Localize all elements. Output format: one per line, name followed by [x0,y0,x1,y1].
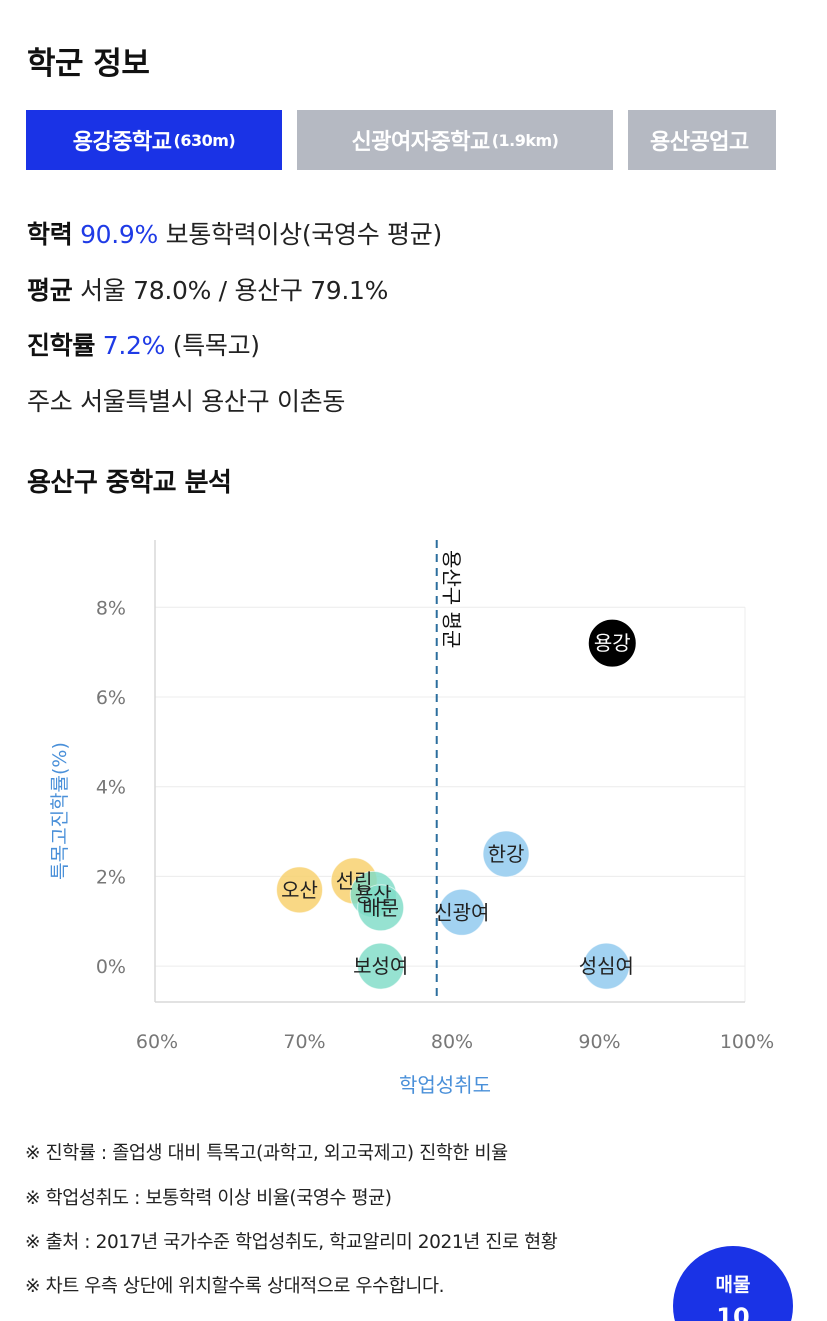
tab-school-2-name: 용산공업고 [650,130,749,155]
y-axis-title: 특목고진학률(%) [49,742,71,880]
info-address: 주소 서울특별시 용산구 이촌동 [27,382,345,418]
tab-school-1-distance: (1.9km) [491,130,559,150]
point-label-배문: 배문 [362,896,399,920]
info-advancement-desc: (특목고) [172,331,260,360]
info-advancement-label: 진학률 [27,331,96,360]
point-신광여 [438,888,486,936]
info-average: 평균 서울 78.0% / 용산구 79.1% [27,271,388,307]
point-label-선린: 선린 [336,869,373,893]
fab-count: 10 [716,1303,750,1321]
x-tick-label: 90% [578,1031,620,1053]
x-axis-title: 학업성취도 [399,1073,491,1097]
info-advancement: 진학률 7.2% (특목고) [27,326,260,362]
x-tick-label: 100% [720,1031,774,1053]
point-배문 [357,884,405,932]
school-tabs: 용강중학교 (630m) 신광여자중학교 (1.9km) 용산공업고 [26,110,776,170]
point-label-보성여: 보성여 [353,954,408,978]
tab-school-0[interactable]: 용강중학교 (630m) [26,110,282,170]
fab-label: 매물 [715,1274,751,1296]
tab-school-1-name: 신광여자중학교 [351,130,491,155]
tab-school-0-name: 용강중학교 [72,130,172,155]
note-advancement-rate: ※ 진학률 : 졸업생 대비 특목고(과학고, 외고국제고) 진학한 비율 [25,1143,508,1164]
y-tick-label: 2% [96,866,126,888]
info-advancement-value: 7.2% [102,331,166,360]
info-address-text: 서울특별시 용산구 이촌동 [80,387,346,416]
info-average-text: 서울 78.0% / 용산구 79.1% [80,276,389,305]
tab-school-2[interactable]: 용산공업고 [628,110,776,170]
info-address-label: 주소 [27,387,73,416]
y-tick-label: 6% [96,687,126,709]
x-tick-label: 70% [283,1031,325,1053]
note-achievement: ※ 학업성취도 : 보통학력 이상 비율(국영수 평균) [25,1188,392,1209]
point-보성여 [357,942,405,990]
scatter-chart: 0% 2% 4% 6% 8% 60% 70% 80% 90% 100% 학업성취도 특목고진학률(%)… [49,540,774,1097]
point-오산 [276,866,324,914]
info-achievement-label: 학력 [27,220,73,249]
district-average-label: 용산구 평균 [440,550,464,648]
info-average-label: 평균 [27,276,73,305]
note-chart-guide: ※ 차트 우측 상단에 위치할수록 상대적으로 우수합니다. [25,1276,445,1297]
info-achievement-desc: 보통학력이상(국영수 평균) [165,220,443,249]
listings-fab-button[interactable]: 매물 10 [673,1246,793,1321]
x-tick-label: 80% [431,1031,473,1053]
point-label-성심여: 성심여 [579,954,634,978]
x-tick-label: 60% [136,1031,178,1053]
note-source: ※ 출처 : 2017년 국가수준 학업성취도, 학교알리미 2021년 진로 … [25,1232,558,1253]
y-tick-label: 0% [96,956,126,978]
tab-school-0-distance: (630m) [173,130,236,150]
point-한강 [482,830,530,878]
y-tick-label: 4% [96,777,126,799]
point-용강 [588,619,636,667]
point-label-용강: 용강 [594,631,631,655]
point-label-한강: 한강 [488,842,525,866]
info-achievement: 학력 90.9% 보통학력이상(국영수 평균) [27,215,442,251]
y-tick-label: 8% [96,597,126,619]
point-label-신광여: 신광여 [434,900,489,924]
info-achievement-value: 90.9% [80,220,158,249]
point-label-용산: 용산 [355,882,392,906]
point-label-오산: 오산 [281,878,318,902]
tab-school-1[interactable]: 신광여자중학교 (1.9km) [297,110,613,170]
point-성심여 [582,942,630,990]
section-title-district-analysis: 용산구 중학교 분석 [27,468,232,498]
section-title-school-info: 학군 정보 [27,46,150,82]
